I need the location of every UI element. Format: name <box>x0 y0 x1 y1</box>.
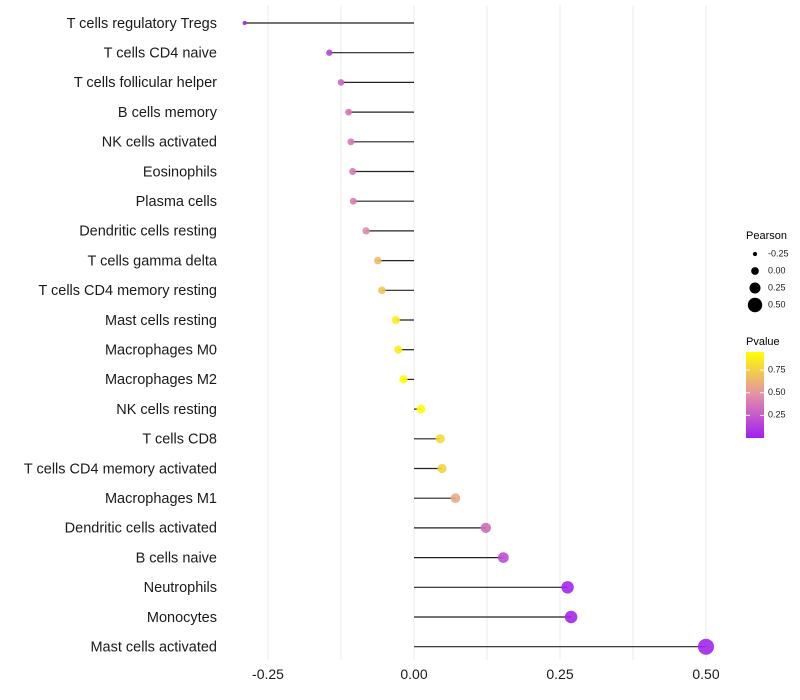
color-legend-ticks: 0.25 0.50 0.75 <box>746 364 786 420</box>
x-tick-label: -0.25 <box>252 666 284 682</box>
lollipop-point <box>391 315 400 325</box>
lollipop-point <box>349 197 357 205</box>
size-legend-key <box>749 282 761 294</box>
legend-color-title: Pvalue <box>746 336 780 348</box>
size-legend-key <box>747 297 763 313</box>
y-axis-label: B cells naive <box>136 550 217 566</box>
y-axis-labels: T cells regulatory Tregs T cells CD4 naiv… <box>24 16 218 656</box>
lollipop-point <box>497 552 509 563</box>
lollipop-point <box>564 610 578 624</box>
y-axis-label: Dendritic cells activated <box>65 521 217 537</box>
color-legend-label: 0.25 <box>768 410 786 420</box>
y-axis-label: T cells CD4 memory activated <box>24 461 217 477</box>
size-legend-label: 0.50 <box>768 299 786 309</box>
x-tick-label: 0.00 <box>400 666 427 682</box>
y-axis-label: T cells regulatory Tregs <box>67 16 217 32</box>
lollipop-point <box>362 227 370 235</box>
lollipop-point <box>349 168 357 175</box>
y-axis-label: Macrophages M1 <box>105 491 217 507</box>
y-axis-label: Mast cells resting <box>105 313 217 329</box>
lollipop-point <box>347 138 355 146</box>
y-axis-label: Dendritic cells resting <box>79 224 217 240</box>
size-legend-label: -0.25 <box>768 248 789 258</box>
size-legend-label: 0.25 <box>768 282 786 292</box>
lollipop-point <box>480 522 492 534</box>
lollipop-point <box>378 286 386 295</box>
y-axis-label: T cells gamma delta <box>88 253 218 269</box>
size-legend-key <box>752 251 758 257</box>
lollipop-point <box>416 404 426 414</box>
y-axis-label: NK cells resting <box>116 402 217 418</box>
y-axis-label: T cells CD4 naive <box>104 46 217 62</box>
y-axis-label: T cells CD4 memory resting <box>38 283 217 299</box>
color-legend-label: 0.75 <box>768 364 786 374</box>
size-legend-label: 0.00 <box>768 265 786 275</box>
y-axis-label: Neutrophils <box>144 580 217 596</box>
lollipop-point <box>561 581 574 594</box>
lollipop-point <box>337 79 345 86</box>
y-axis-label: Macrophages M0 <box>105 343 217 359</box>
y-axis-label: NK cells activated <box>102 135 217 151</box>
x-tick-label: 0.50 <box>692 666 719 682</box>
y-axis-label: B cells memory <box>118 105 218 121</box>
y-axis-label: T cells CD8 <box>142 432 217 448</box>
lollipop-point <box>437 463 447 474</box>
x-tick-label: 0.25 <box>546 666 573 682</box>
x-axis-ticks: -0.25 0.00 0.25 0.50 <box>252 666 720 682</box>
y-axis-label: Eosinophils <box>143 164 217 180</box>
y-axis-label: T cells follicular helper <box>74 75 217 91</box>
lollipop-point <box>345 108 353 116</box>
legend-size-title: Pearson <box>746 230 787 242</box>
color-legend-label: 0.50 <box>768 387 786 397</box>
y-axis-label: Mast cells activated <box>90 640 217 656</box>
lollipop-point <box>435 434 445 444</box>
lollipop-points <box>242 20 714 655</box>
y-axis-label: Monocytes <box>147 610 217 626</box>
lollipop-point <box>242 20 247 26</box>
y-axis-label: Macrophages M2 <box>105 372 217 388</box>
size-legend-key <box>751 267 759 275</box>
lollipop-point <box>374 256 382 265</box>
lollipop-point <box>326 49 333 56</box>
legend: Pearson -0.25 0.00 0.25 0.50 Pvalue 0.25 0.5… <box>746 230 789 438</box>
lollipop-point <box>399 375 408 384</box>
lollipop-stems <box>244 22 706 648</box>
lollipop-point <box>450 493 461 503</box>
lollipop-point <box>698 638 714 655</box>
size-legend: -0.25 0.00 0.25 0.50 <box>747 248 789 313</box>
pvalue-colorbar <box>746 352 764 438</box>
lollipop-point <box>394 345 403 354</box>
y-axis-label: Plasma cells <box>136 194 217 210</box>
grid <box>267 5 707 660</box>
